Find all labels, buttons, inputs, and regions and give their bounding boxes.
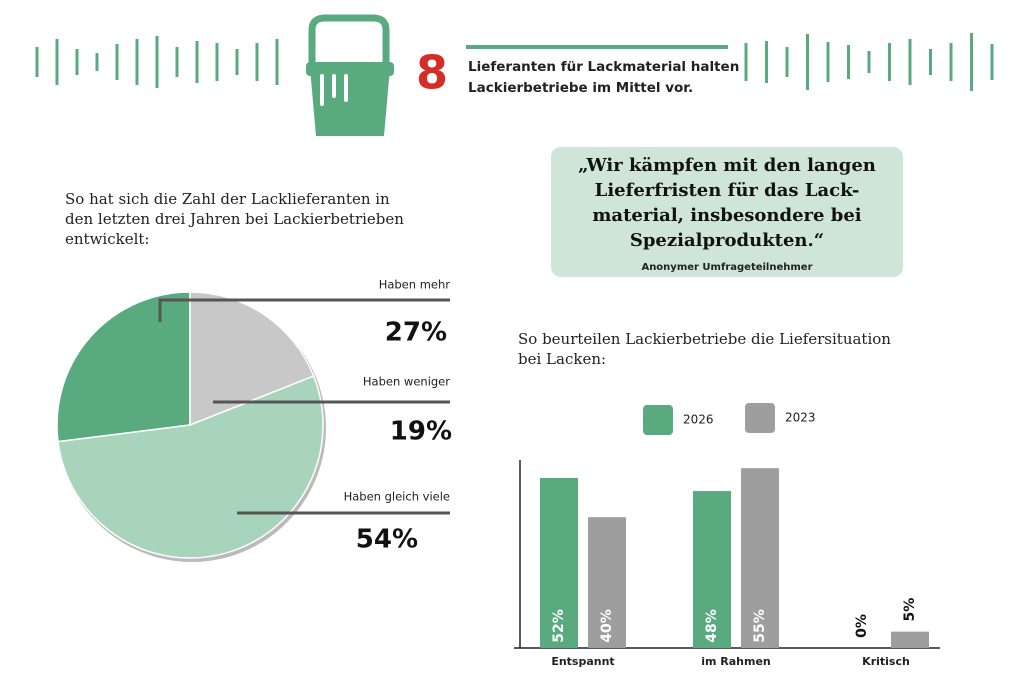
slice-value: 27% [385, 318, 447, 348]
quote-line: Spezialprodukten.“ [630, 230, 824, 251]
pie-slice [189, 291, 315, 427]
quote-line: „Wir kämpfen mit den langen [578, 155, 876, 176]
slice-label: Haben weniger [363, 375, 450, 389]
x-tick-label: Kritisch [862, 655, 910, 668]
chart-subtitle: So beurteilen Lackierbetriebe die Liefer… [518, 330, 891, 348]
x-tick-label: Entspannt [551, 655, 614, 668]
legend-swatch [745, 403, 775, 433]
bar [891, 631, 929, 648]
header-text: Lieferanten für Lackmaterial halten [468, 59, 739, 75]
value-label: 40% [599, 609, 615, 643]
quote-box [551, 147, 903, 277]
value-label: 5% [902, 598, 918, 622]
slice-label: Haben gleich viele [344, 490, 450, 504]
slice-value: 54% [356, 525, 418, 555]
quote-author: Anonymer Umfrageteilnehmer [641, 262, 812, 273]
bar [540, 477, 578, 648]
chart-subtitle: bei Lacken: [518, 350, 606, 368]
value-label: 55% [752, 609, 768, 643]
bar [741, 468, 779, 648]
quote-line: material, insbesondere bei [592, 205, 861, 226]
chart-subtitle: entwickelt: [65, 230, 149, 248]
bucket-icon [306, 14, 394, 136]
header-text: Lackierbetriebe im Mittel vor. [468, 80, 693, 96]
chart-subtitle: So hat sich die Zahl der Lacklieferanten… [65, 190, 390, 208]
legend-label: 2023 [785, 411, 816, 425]
slice-label: Haben mehr [379, 278, 451, 292]
value-label: 0% [854, 614, 870, 638]
legend-swatch [643, 405, 673, 435]
slice-value: 19% [390, 417, 452, 447]
pie-slice [56, 291, 191, 443]
quote-line: Lieferfristen für das Lack- [595, 180, 860, 201]
leader-line [158, 298, 450, 322]
bar [693, 491, 731, 648]
bar-chart: So beurteilen Lackierbetriebe die Liefer… [514, 330, 940, 668]
x-tick-label: im Rahmen [701, 655, 771, 668]
value-label: 48% [704, 609, 720, 643]
value-label: 52% [551, 609, 567, 643]
decoration [35, 33, 994, 91]
chart-subtitle: den letzten drei Jahren bei Lackierbetri… [65, 210, 404, 228]
header-number: 8 [416, 46, 448, 100]
pie-chart: So hat sich die Zahl der Lacklieferanten… [56, 190, 452, 562]
bar [588, 517, 626, 648]
legend-label: 2026 [683, 413, 714, 427]
